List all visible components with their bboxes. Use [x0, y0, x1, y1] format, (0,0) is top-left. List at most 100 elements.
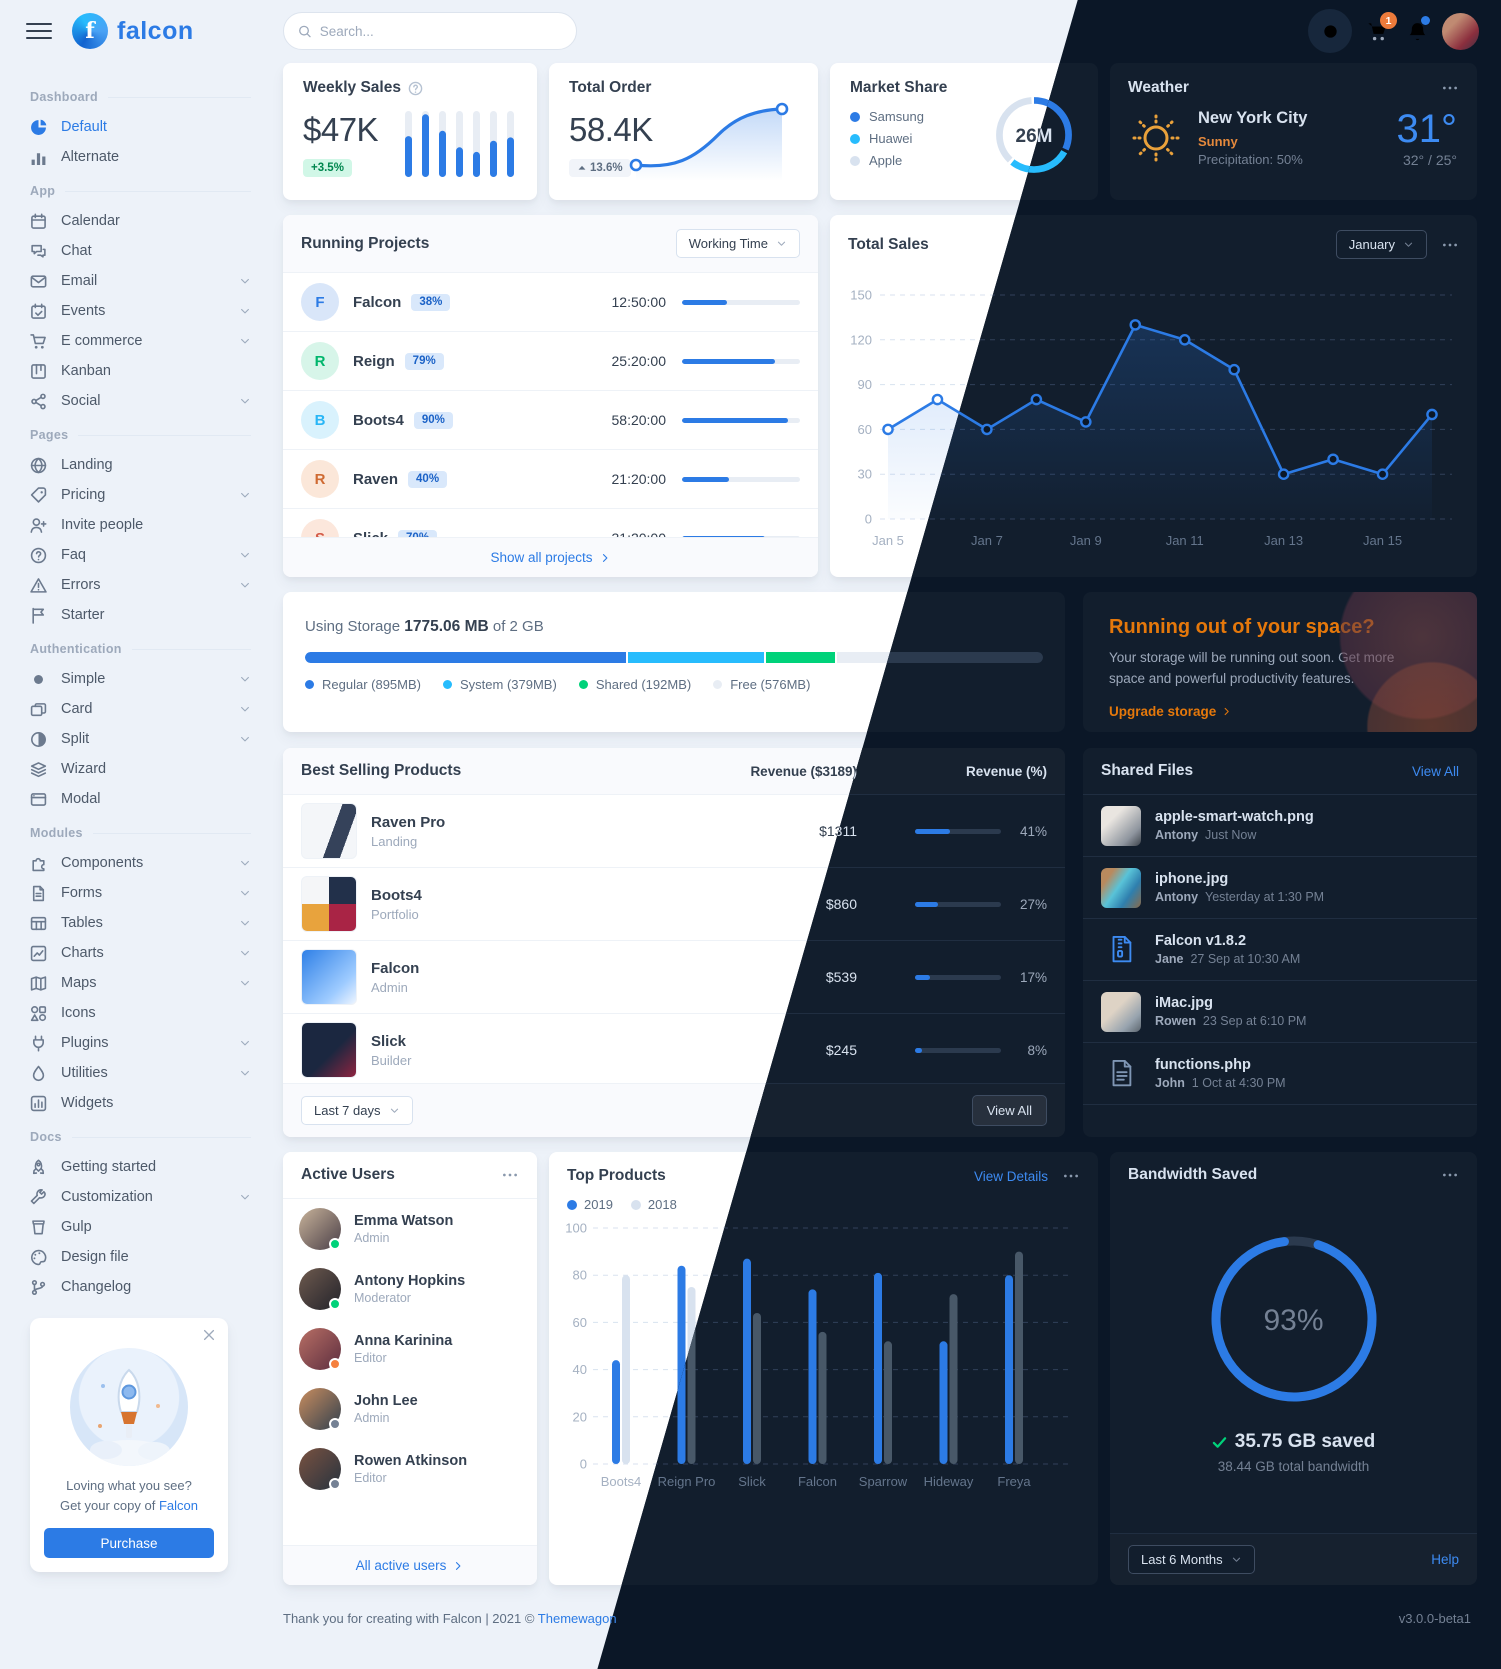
user-row[interactable]: Antony Hopkins Moderator: [283, 1259, 537, 1319]
project-name-link[interactable]: Boots4: [353, 411, 404, 429]
sidebar-item-forms[interactable]: Forms: [30, 878, 251, 908]
sidebar-item-events[interactable]: Events: [30, 296, 251, 326]
file-name-link[interactable]: iMac.jpg: [1155, 995, 1214, 1011]
sidebar-item-wizard[interactable]: Wizard: [30, 754, 251, 784]
sidebar-item-email[interactable]: Email: [30, 266, 251, 296]
user-avatar[interactable]: [1442, 12, 1479, 50]
sidebar-item-invite-people[interactable]: Invite people: [30, 510, 251, 540]
sidebar-item-tables[interactable]: Tables: [30, 908, 251, 938]
user-name-link[interactable]: Emma Watson: [354, 1213, 454, 1229]
search-box[interactable]: [283, 12, 577, 50]
last-6-months-select[interactable]: Last 6 Months: [1128, 1545, 1255, 1574]
sidebar-item-social[interactable]: Social: [30, 386, 251, 416]
sidebar-item-charts[interactable]: Charts: [30, 938, 251, 968]
upgrade-storage-link[interactable]: Upgrade storage: [1109, 704, 1232, 719]
sidebar-item-pricing[interactable]: Pricing: [30, 480, 251, 510]
sidebar-item-icons[interactable]: Icons: [30, 998, 251, 1028]
sidebar-item-chat[interactable]: Chat: [30, 236, 251, 266]
file-name-link[interactable]: functions.php: [1155, 1057, 1251, 1073]
file-row[interactable]: iphone.jpg Antony Yesterday at 1:30 PM: [1083, 857, 1477, 919]
legend-item[interactable]: 2019: [567, 1197, 613, 1212]
help-icon[interactable]: [408, 81, 423, 96]
file-row[interactable]: apple-smart-watch.png Antony Just Now: [1083, 795, 1477, 857]
user-row[interactable]: Rowen Atkinson Editor: [283, 1439, 537, 1499]
product-name-link[interactable]: Boots4: [371, 886, 422, 904]
sidebar-item-kanban[interactable]: Kanban: [30, 356, 251, 386]
sidebar-item-alternate[interactable]: Alternate: [30, 142, 251, 172]
sidebar-item-e-commerce[interactable]: E commerce: [30, 326, 251, 356]
promo-text: Loving what you see? Get your copy of Fa…: [59, 1478, 199, 1514]
file-name-link[interactable]: apple-smart-watch.png: [1155, 809, 1314, 825]
view-details-link[interactable]: View Details: [973, 1168, 1048, 1184]
sidebar-item-utilities[interactable]: Utilities: [30, 1058, 251, 1088]
promo-falcon-link[interactable]: Falcon: [158, 1498, 199, 1514]
ellipsis-menu-icon[interactable]: [1441, 79, 1459, 97]
file-row[interactable]: functions.php John 1 Oct at 4:30 PM: [1083, 1043, 1477, 1105]
sidebar-item-default[interactable]: Default: [30, 112, 251, 142]
user-row[interactable]: John Lee Admin: [283, 1379, 537, 1439]
purchase-button[interactable]: Purchase: [44, 1528, 214, 1559]
chevron-down-icon: [239, 579, 251, 591]
project-name-link[interactable]: Raven: [353, 470, 399, 488]
sidebar-item-simple[interactable]: Simple: [30, 664, 251, 694]
user-name-link[interactable]: Anna Karinina: [354, 1333, 453, 1349]
settings-gear-icon[interactable]: [1315, 16, 1345, 46]
file-name-link[interactable]: Falcon v1.8.2: [1155, 933, 1247, 949]
sidebar-item-components[interactable]: Components: [30, 848, 251, 878]
sidebar-item-split[interactable]: Split: [30, 724, 251, 754]
ellipsis-menu-icon[interactable]: [1441, 1166, 1459, 1184]
product-name-link[interactable]: Slick: [371, 1032, 407, 1050]
legend-item[interactable]: 2018: [630, 1197, 677, 1212]
sidebar-item-design-file[interactable]: Design file: [30, 1242, 251, 1272]
sidebar-item-changelog[interactable]: Changelog: [30, 1272, 251, 1302]
month-select[interactable]: January: [1335, 230, 1427, 259]
search-input[interactable]: [319, 23, 562, 39]
notifications-bell-icon[interactable]: [1402, 16, 1432, 46]
sidebar-item-modal[interactable]: Modal: [30, 784, 251, 814]
product-type-link[interactable]: Admin: [371, 979, 408, 995]
working-time-select[interactable]: Working Time: [675, 229, 800, 258]
sidebar-item-starter[interactable]: Starter: [30, 600, 251, 630]
user-row[interactable]: Anna Karinina Editor: [283, 1319, 537, 1379]
sidebar-item-landing[interactable]: Landing: [30, 450, 251, 480]
themewagon-link[interactable]: Themewagon: [537, 1611, 617, 1626]
product-type-link[interactable]: Builder: [371, 1052, 412, 1068]
product-revenue-percent: 41%: [857, 824, 1047, 839]
user-name-link[interactable]: Antony Hopkins: [354, 1273, 466, 1289]
all-active-users-link[interactable]: All active users: [283, 1545, 537, 1585]
sidebar-item-plugins[interactable]: Plugins: [30, 1028, 251, 1058]
sidebar-item-customization[interactable]: Customization: [30, 1182, 251, 1212]
project-name-link[interactable]: Reign: [353, 352, 395, 370]
sidebar-item-gulp[interactable]: Gulp: [30, 1212, 251, 1242]
user-name-link[interactable]: John Lee: [354, 1393, 418, 1409]
product-type-link[interactable]: Landing: [371, 833, 418, 849]
product-name-link[interactable]: Raven Pro: [371, 813, 446, 831]
view-all-link[interactable]: View All: [1411, 763, 1459, 779]
sidebar-item-card[interactable]: Card: [30, 694, 251, 724]
sidebar-item-maps[interactable]: Maps: [30, 968, 251, 998]
ellipsis-menu-icon[interactable]: [1441, 236, 1459, 254]
ellipsis-menu-icon[interactable]: [1062, 1167, 1080, 1185]
show-all-projects-link[interactable]: Show all projects: [283, 537, 818, 577]
sidebar-item-widgets[interactable]: Widgets: [30, 1088, 251, 1118]
hamburger-menu-icon[interactable]: [26, 18, 52, 44]
project-name-link[interactable]: Falcon: [353, 293, 402, 311]
view-all-button[interactable]: View All: [971, 1095, 1047, 1126]
file-name-link[interactable]: iphone.jpg: [1155, 871, 1229, 887]
user-name-link[interactable]: Rowen Atkinson: [354, 1453, 468, 1469]
falcon-logo[interactable]: f falcon: [72, 13, 194, 49]
product-type-link[interactable]: Portfolio: [371, 906, 419, 922]
last-7-days-select[interactable]: Last 7 days: [301, 1096, 413, 1125]
sidebar-item-calendar[interactable]: Calendar: [30, 206, 251, 236]
file-row[interactable]: Falcon v1.8.2 Jane 27 Sep at 10:30 AM: [1083, 919, 1477, 981]
sidebar-item-getting-started[interactable]: Getting started: [30, 1152, 251, 1182]
sidebar-item-faq[interactable]: Faq: [30, 540, 251, 570]
user-row[interactable]: Emma Watson Admin: [283, 1199, 537, 1259]
close-icon[interactable]: [202, 1328, 216, 1342]
cart-icon[interactable]: 1: [1362, 12, 1397, 46]
sidebar-item-errors[interactable]: Errors: [30, 570, 251, 600]
product-name-link[interactable]: Falcon: [371, 959, 420, 977]
help-link[interactable]: Help: [1431, 1552, 1459, 1567]
file-row[interactable]: iMac.jpg Rowen 23 Sep at 6:10 PM: [1083, 981, 1477, 1043]
ellipsis-menu-icon[interactable]: [501, 1166, 519, 1184]
